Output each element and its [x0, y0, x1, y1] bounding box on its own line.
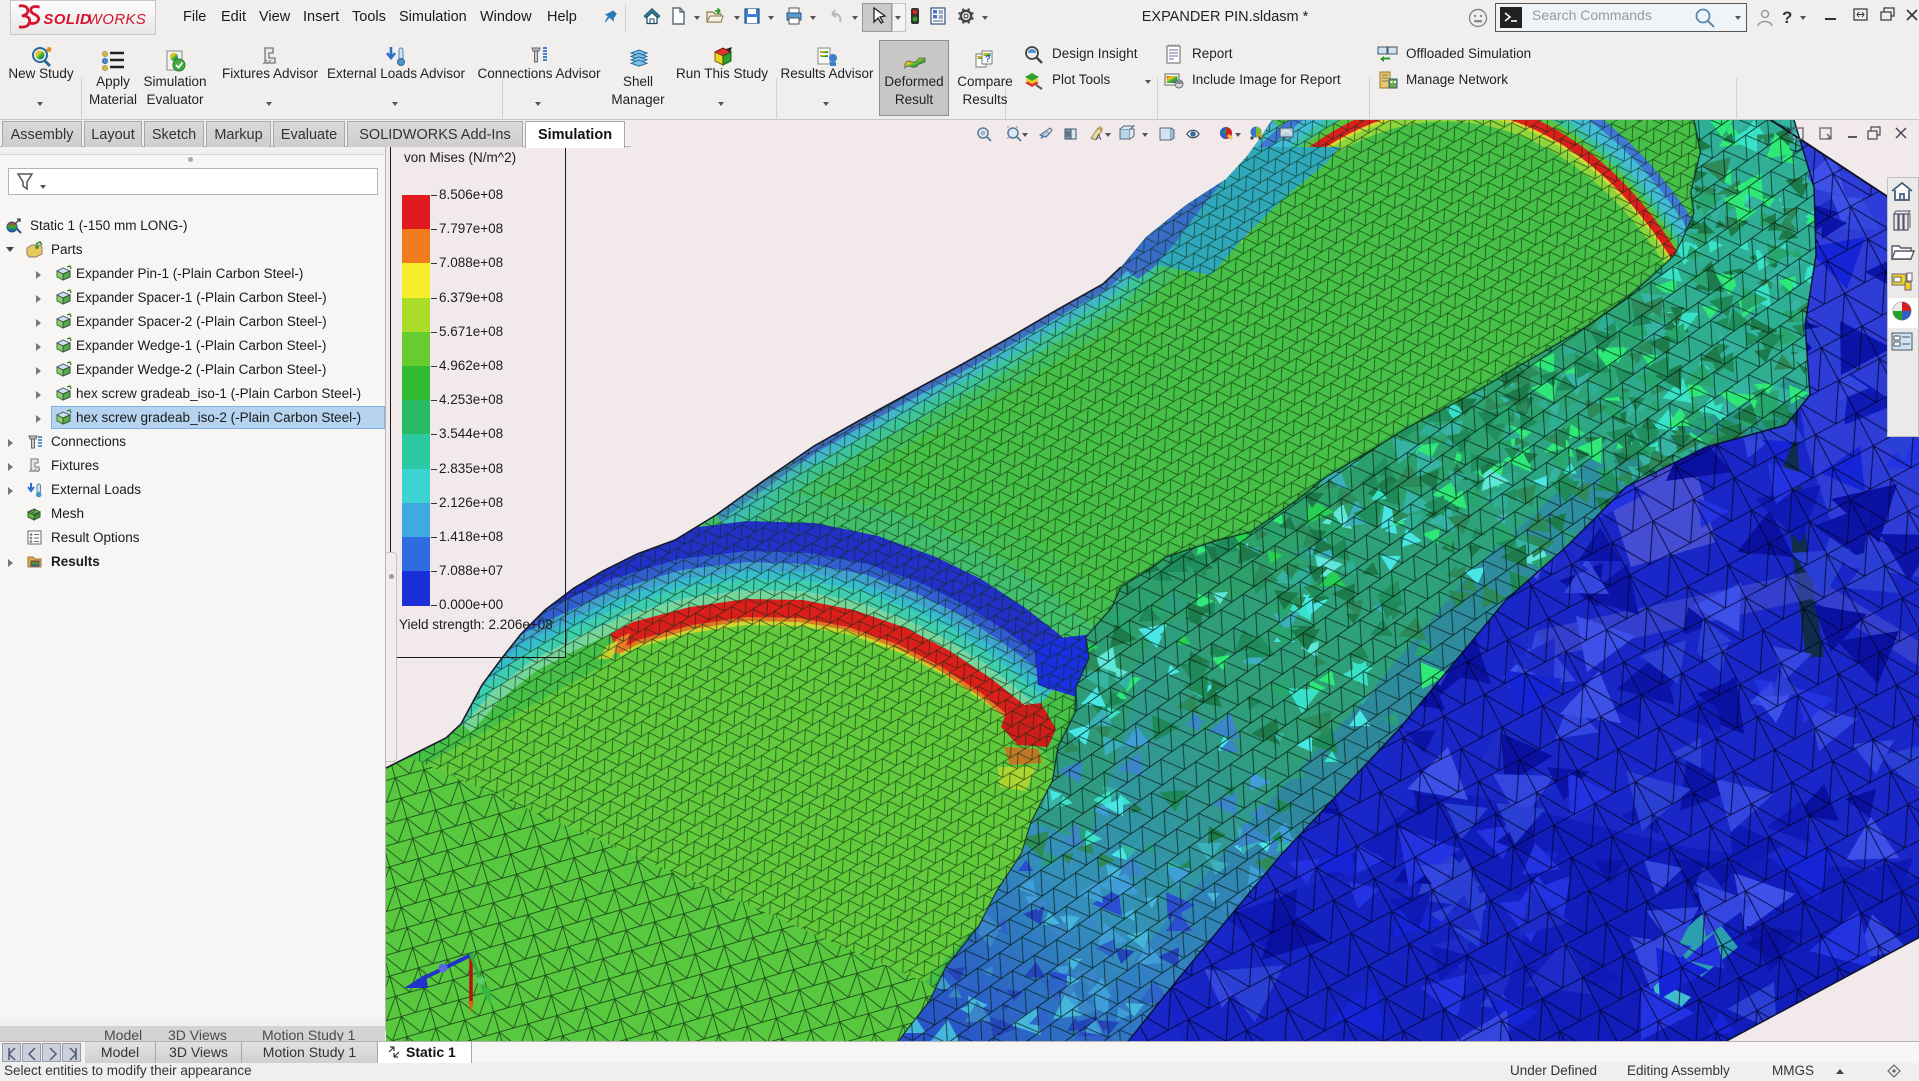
svg-text:A: A — [1096, 133, 1102, 142]
svg-text:?: ? — [985, 54, 991, 64]
svg-text:WORKS: WORKS — [88, 12, 146, 28]
svg-text:SOLID: SOLID — [44, 12, 92, 28]
